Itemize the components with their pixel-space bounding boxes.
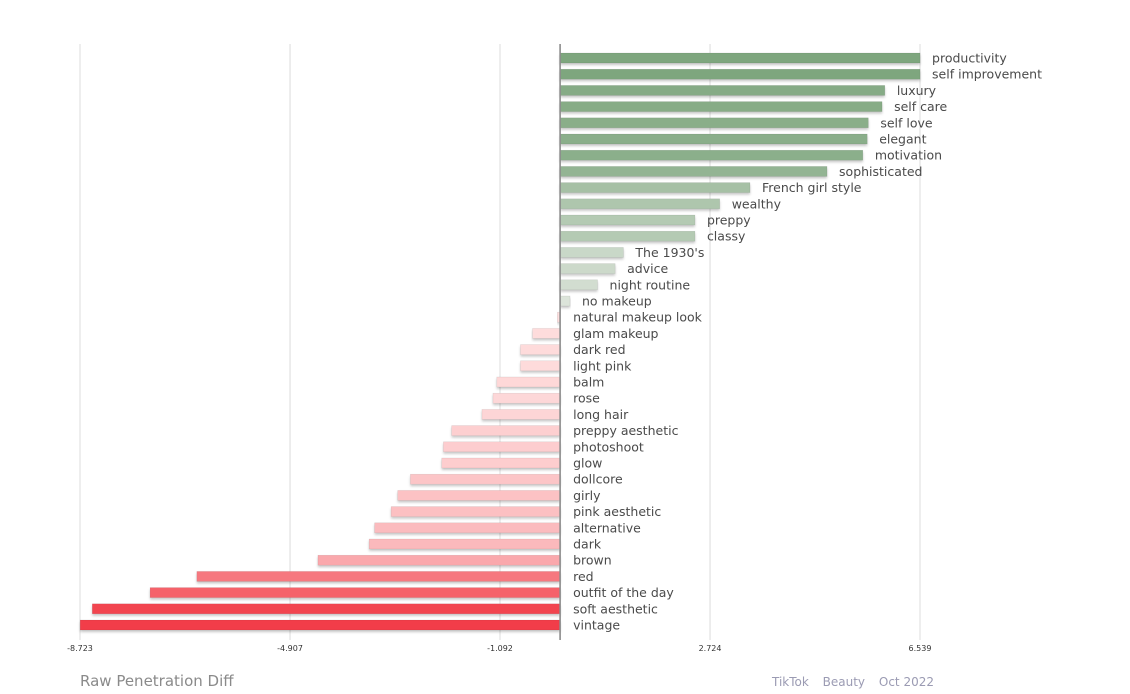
category-label: girly [573,488,601,503]
category-label: self care [894,99,947,114]
category-label: red [573,569,594,584]
category-label: motivation [875,148,942,163]
category-label: self love [880,115,933,130]
bar [149,587,561,598]
category-label: dollcore [573,472,623,487]
category-label: night routine [610,277,691,292]
bars [79,52,921,631]
bar [559,230,696,242]
category-label: balm [573,375,604,390]
bar [559,166,828,177]
category-label: The 1930's [634,245,704,260]
bar [559,149,864,161]
x-axis-title: Raw Penetration Diff [80,672,234,690]
category-label: sophisticated [839,164,922,179]
bar [559,182,751,193]
category-label: outfit of the day [573,585,674,600]
bar [559,52,921,64]
bar [397,490,561,501]
bar [559,68,921,80]
bar [559,279,598,291]
chart-source-info: TikTok Beauty Oct 2022 [772,675,944,689]
category-label: rose [573,391,600,406]
category-label: preppy aesthetic [573,423,678,438]
bar [559,295,571,307]
category-label: pink aesthetic [573,504,661,519]
bar [443,441,561,453]
bar [532,328,561,339]
x-tick-label: 2.724 [699,644,722,653]
bar [92,603,561,615]
bar [368,538,561,550]
category-label: self improvement [932,67,1042,82]
category-label: productivity [932,51,1007,66]
bar [520,360,561,372]
bar [410,473,561,485]
bar [559,263,616,274]
category-label: photoshoot [573,439,644,454]
bar [559,133,868,145]
category-label: light pink [573,358,632,373]
category-label: vintage [573,618,620,633]
category-label: dark red [573,342,625,357]
bar [559,117,869,129]
bar [559,247,624,258]
bar [559,101,883,112]
category-label: natural makeup look [573,310,703,325]
bar [79,619,561,631]
category-label: luxury [897,83,937,98]
bar [317,554,561,566]
category-label: Beauty [822,675,866,689]
category-label: classy [707,229,746,244]
bar [390,506,561,517]
bar [441,457,561,469]
category-label: advice [627,261,668,276]
category-label: French girl style [762,180,862,195]
category-label: elegant [879,132,926,147]
bar [481,409,561,420]
x-tick-label: 6.539 [909,644,932,653]
date-label: Oct 2022 [878,675,934,689]
category-label: glam makeup [573,326,658,341]
category-label: dark [573,537,602,552]
bar [559,214,696,226]
bar [492,392,561,404]
bar [374,522,561,534]
x-tick-label: -4.907 [277,644,303,653]
bar [559,198,720,210]
gridlines [79,44,921,640]
x-tick-label: -1.092 [487,644,513,653]
x-tick-labels: -8.723 -4.907 -1.092 2.724 6.539 [67,644,931,653]
category-label: wealthy [732,196,782,211]
bar [451,425,561,436]
bar [496,376,561,388]
category-label: no makeup [582,294,652,309]
category-label: preppy [707,213,751,228]
category-label: brown [573,553,612,568]
category-label: soft aesthetic [573,601,658,616]
bar [559,85,886,96]
category-label: alternative [573,520,641,535]
x-tick-label: -8.723 [67,644,93,653]
platform-label: TikTok [772,675,809,689]
category-label: long hair [573,407,629,422]
bar [196,571,561,582]
bar [520,344,561,355]
category-label: glow [573,456,602,471]
